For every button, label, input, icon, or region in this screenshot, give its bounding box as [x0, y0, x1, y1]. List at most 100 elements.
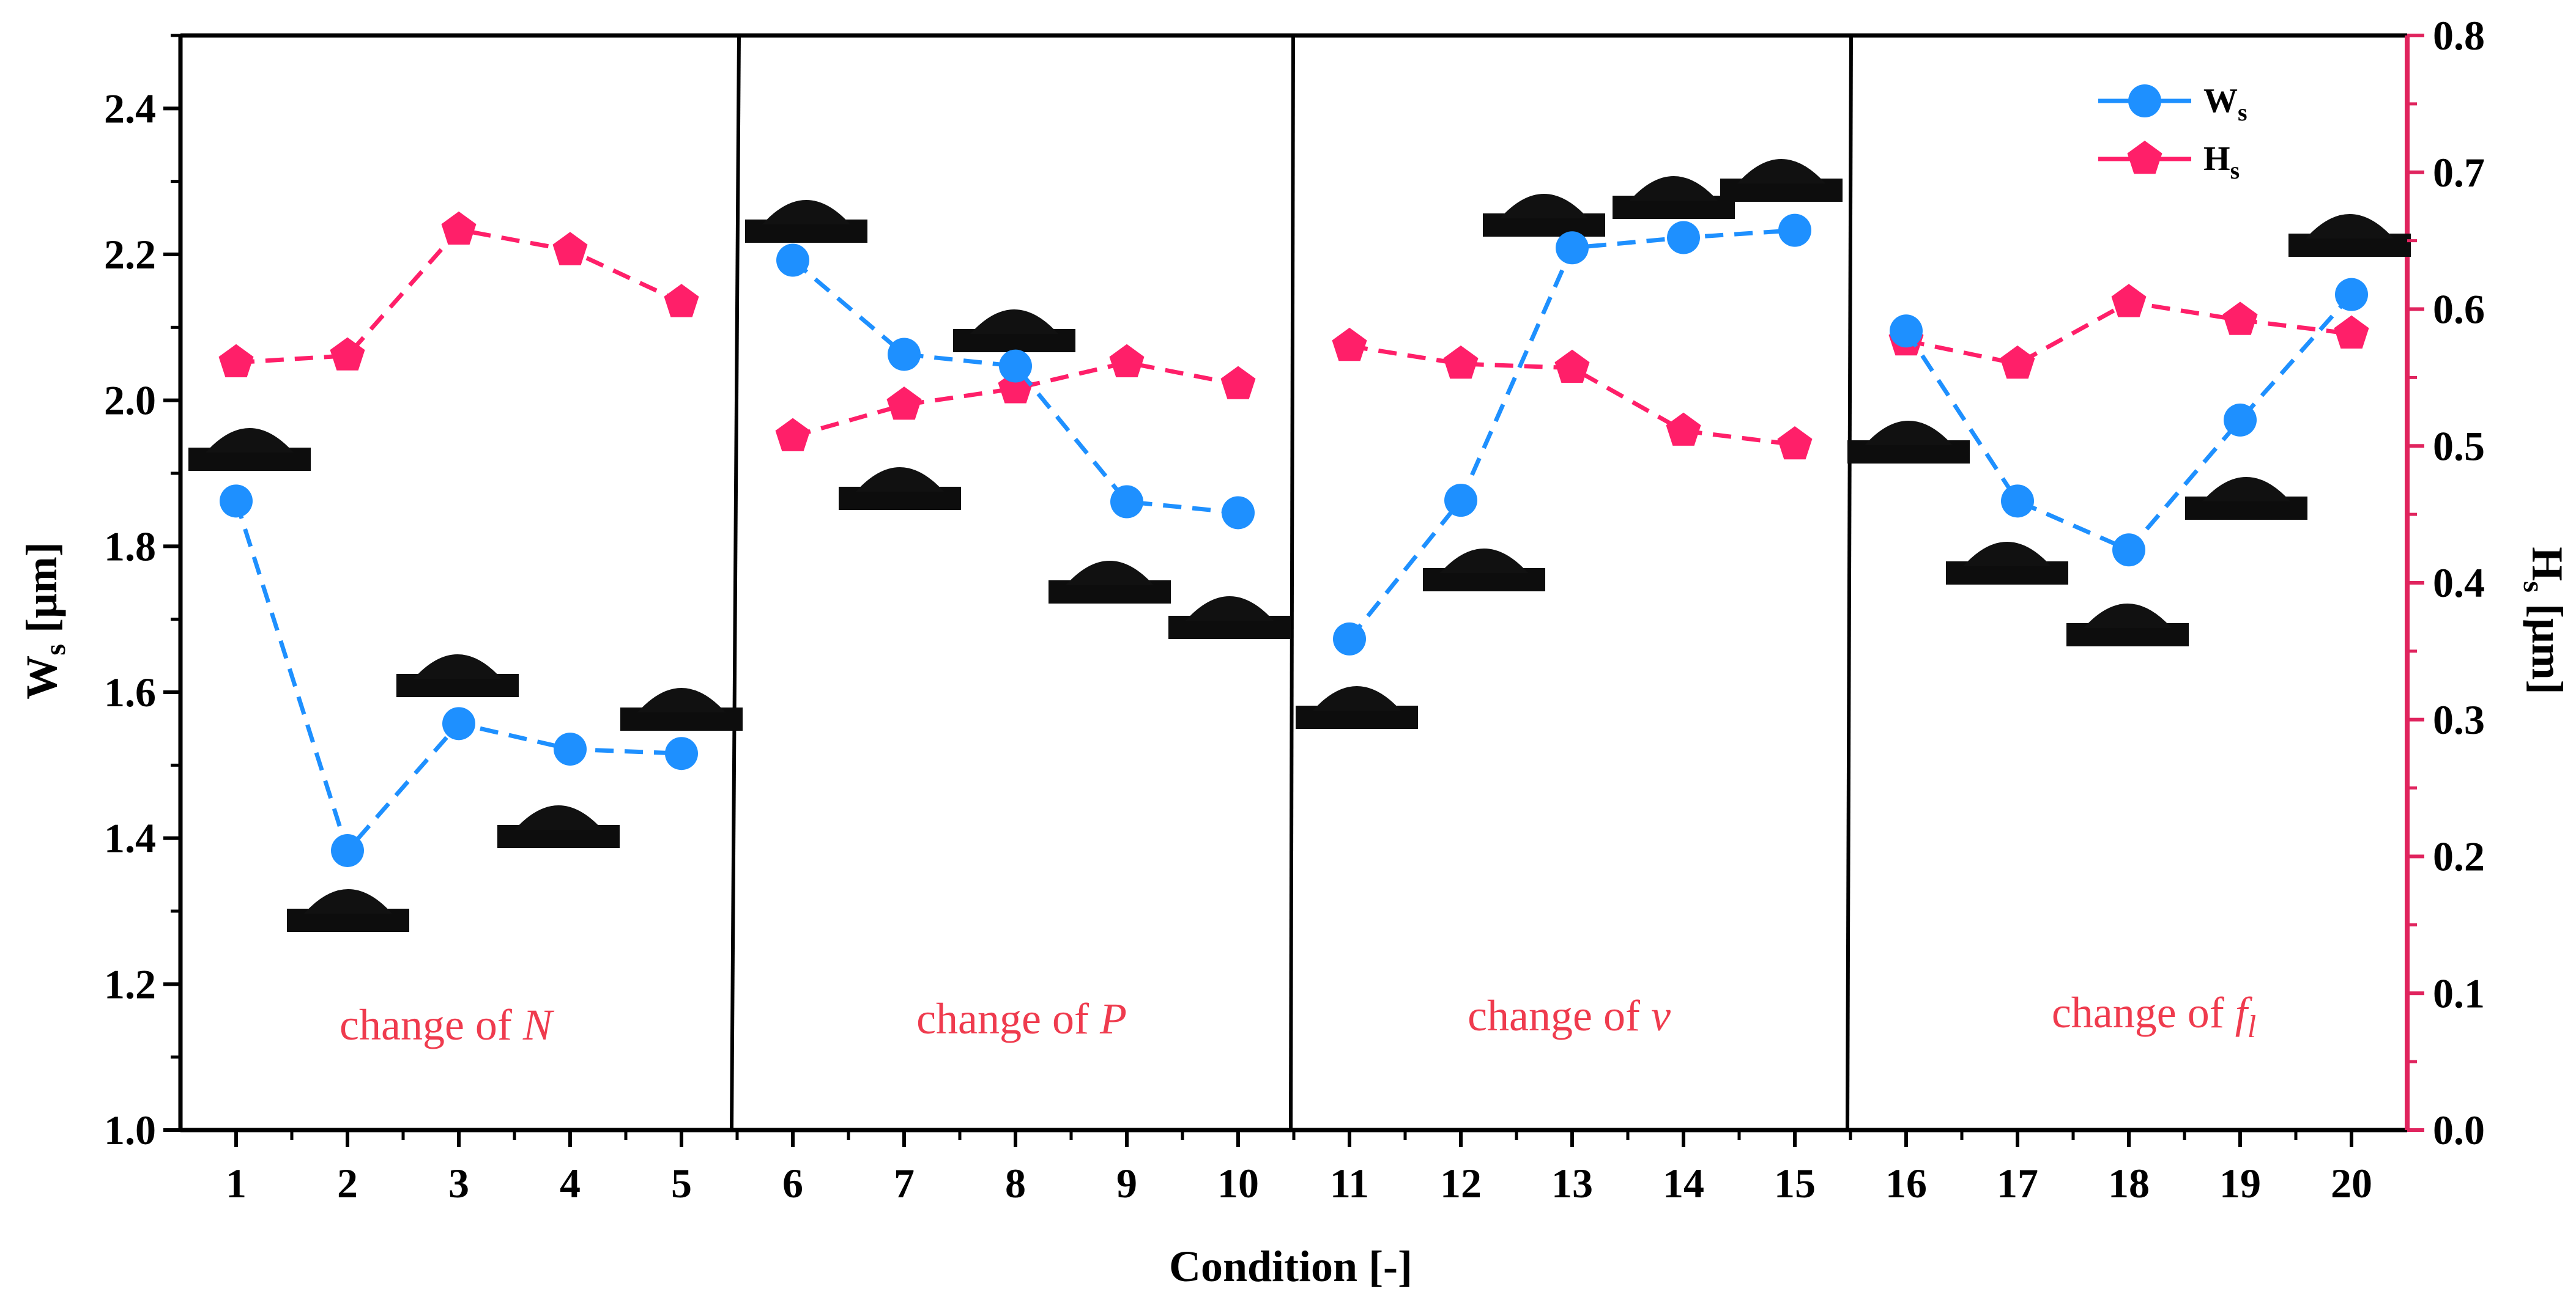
droplet-image-20	[2288, 214, 2411, 257]
plot-frame	[178, 33, 2410, 1132]
data-point	[442, 707, 475, 741]
y2-axis-title-unit: [μm]	[2523, 604, 2572, 695]
y2-tick-label: 0.3	[2433, 696, 2485, 743]
droplet-dome	[2306, 214, 2394, 238]
droplet-dome	[970, 309, 1058, 334]
droplet-dome	[856, 467, 944, 492]
data-point	[2001, 484, 2034, 518]
droplet-image-16	[1847, 421, 1970, 464]
y-tick-label: 1.4	[104, 815, 156, 862]
droplet-image-4	[497, 805, 620, 848]
series-line-segment	[236, 227, 683, 365]
y2-axis-title: Hs [μm]	[2517, 547, 2572, 694]
legend-label: Hs	[2203, 140, 2240, 184]
legend-marker	[2128, 84, 2161, 117]
y2-tick-label: 0.7	[2433, 149, 2485, 196]
y-tick-label: 2.0	[104, 377, 156, 424]
group-dividers	[730, 35, 1853, 1131]
x-tick-label: 3	[448, 1160, 469, 1206]
series-Ws	[220, 213, 2368, 867]
droplet-image-10	[1168, 596, 1291, 639]
series-line-segment	[1349, 344, 1795, 447]
data-point	[218, 344, 254, 377]
droplet-dome	[637, 688, 726, 712]
x-tick-label: 9	[1116, 1160, 1137, 1206]
y-axis-title-main: W	[17, 656, 66, 700]
legend-label-main: H	[2203, 140, 2230, 178]
droplet-dome	[2202, 477, 2290, 501]
region-label-variable: P	[1099, 994, 1127, 1043]
data-point	[1666, 412, 1701, 446]
legend-label-sub: s	[2238, 98, 2248, 126]
y-axis-title-space	[17, 633, 66, 644]
legend-item-Hs: Hs	[2098, 140, 2240, 184]
region-label: change of v	[1468, 991, 1671, 1040]
droplet-dome	[1630, 176, 1718, 201]
y2-tick-label: 0.5	[2433, 423, 2485, 469]
droplet-dome	[1186, 596, 1274, 621]
droplet-image-12	[1423, 549, 1545, 591]
legend-marker	[2127, 141, 2162, 174]
data-point	[1556, 231, 1589, 265]
y-tick-label: 1.2	[104, 961, 156, 1007]
droplet-image-15	[1720, 159, 1843, 202]
data-point	[886, 386, 922, 420]
y2-tick-label: 0.1	[2433, 970, 2485, 1016]
x-tick-label: 19	[2219, 1160, 2261, 1206]
droplet-dome	[2084, 604, 2172, 628]
region-label-text: change of	[2052, 988, 2235, 1037]
region-label: change of fl	[2052, 988, 2256, 1044]
droplet-dome	[762, 200, 850, 224]
data-point	[2111, 284, 2147, 317]
x-tick-label: 14	[1663, 1160, 1704, 1206]
droplet-image-5	[620, 688, 743, 731]
x-tick-label: 4	[560, 1160, 581, 1206]
y-tick-label: 2.4	[104, 85, 156, 131]
region-label-text: change of	[916, 994, 1100, 1043]
droplet-dome	[1066, 561, 1154, 585]
droplet-dome	[206, 428, 294, 453]
x-tick-label: 20	[2331, 1160, 2372, 1206]
y-tick-label: 1.0	[104, 1107, 156, 1153]
data-point	[1109, 344, 1145, 377]
data-point	[1332, 327, 1367, 361]
droplet-image-9	[1049, 561, 1171, 604]
y-axis-title-unit: [μm]	[17, 542, 66, 633]
droplet-dome	[514, 805, 603, 830]
droplet-dome	[1313, 686, 1401, 711]
y2-axis-title-space	[2523, 593, 2572, 604]
x-tick-label: 16	[1885, 1160, 1927, 1206]
legend-label-sub: s	[2230, 157, 2240, 184]
data-point	[330, 337, 365, 371]
x-axis-title: Condition [-]	[1169, 1242, 1412, 1291]
legend-label-main: W	[2203, 82, 2238, 120]
data-point	[2335, 278, 2368, 311]
data-point	[2334, 315, 2369, 349]
y2-tick-label: 0.8	[2433, 12, 2485, 59]
region-label-variable: v	[1651, 991, 1671, 1040]
data-point	[888, 338, 921, 371]
region-label: change of N	[340, 1000, 555, 1049]
group-divider-3	[1846, 35, 1853, 1131]
data-point	[441, 211, 477, 245]
droplet-image-7	[839, 467, 961, 510]
droplet-dome	[304, 889, 392, 914]
y2-tick-label: 0.2	[2433, 833, 2485, 880]
y-axis-title-sub: s	[39, 644, 72, 656]
droplet-image-13	[1483, 194, 1605, 237]
droplet-dome	[1500, 194, 1588, 218]
data-point	[2112, 533, 2145, 567]
series-layer	[218, 211, 2369, 867]
droplet-image-6	[745, 200, 867, 243]
droplet-image-1	[188, 428, 311, 471]
x-tick-label: 17	[1997, 1160, 2038, 1206]
x-tick-label: 2	[337, 1160, 358, 1206]
x-tick-label: 8	[1005, 1160, 1026, 1206]
droplet-image-14	[1613, 176, 1735, 219]
data-point	[999, 349, 1032, 383]
y-tick-label: 1.8	[104, 523, 156, 569]
x-tick-label: 12	[1440, 1160, 1482, 1206]
data-point	[2222, 301, 2258, 335]
data-point	[776, 243, 809, 277]
